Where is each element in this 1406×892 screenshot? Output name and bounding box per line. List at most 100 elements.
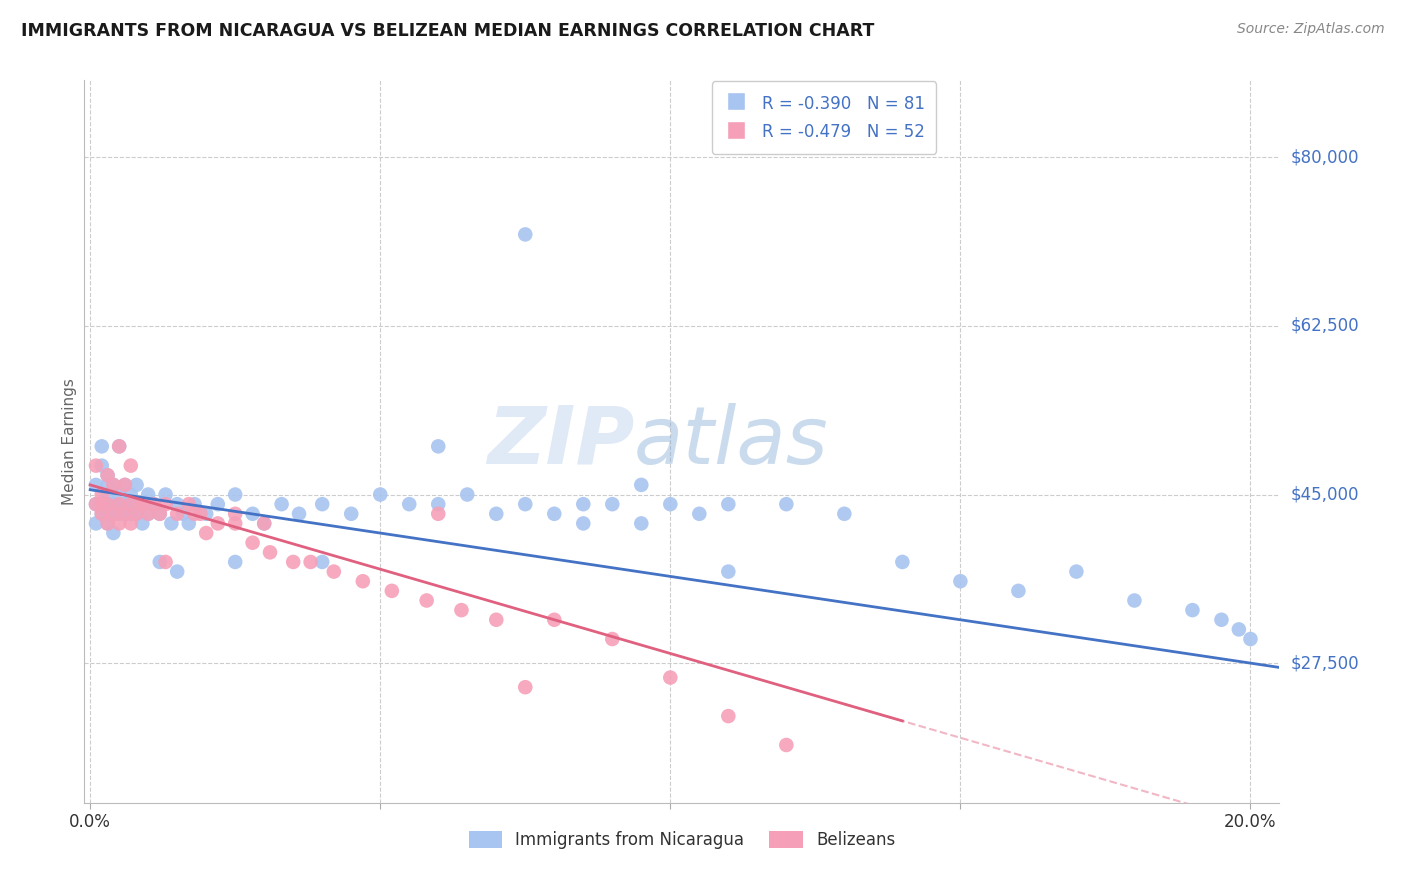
Point [155, 487, 177, 501]
Point [427, 497, 450, 511]
Point [131, 516, 153, 531]
Point [195, 507, 218, 521]
Point [659, 671, 682, 685]
Text: $27,500: $27,500 [1291, 654, 1360, 672]
Point [120, 497, 142, 511]
Point [572, 516, 595, 531]
Point [84, 458, 107, 473]
Point [84, 497, 107, 511]
Point [90, 439, 112, 453]
Point [114, 478, 136, 492]
Point [114, 507, 136, 521]
Point [108, 487, 131, 501]
Point [299, 555, 322, 569]
Point [103, 507, 125, 521]
Point [120, 507, 142, 521]
Text: IMMIGRANTS FROM NICARAGUA VS BELIZEAN MEDIAN EARNINGS CORRELATION CHART: IMMIGRANTS FROM NICARAGUA VS BELIZEAN ME… [21, 22, 875, 40]
Point [543, 507, 565, 521]
Point [450, 603, 472, 617]
Point [949, 574, 972, 589]
Point [172, 507, 194, 521]
Point [84, 497, 107, 511]
Point [600, 497, 623, 511]
Point [485, 613, 508, 627]
Point [155, 497, 177, 511]
Point [120, 497, 142, 511]
Point [253, 516, 276, 531]
Point [1181, 603, 1204, 617]
Point [177, 497, 200, 511]
Point [688, 507, 710, 521]
Point [108, 516, 131, 531]
Point [108, 507, 131, 521]
Point [90, 507, 112, 521]
Point [114, 497, 136, 511]
Point [183, 507, 205, 521]
Point [125, 507, 148, 521]
Point [108, 497, 131, 511]
Point [381, 583, 404, 598]
Point [207, 516, 229, 531]
Point [515, 227, 537, 242]
Point [131, 497, 153, 511]
Point [166, 497, 188, 511]
Point [515, 680, 537, 694]
Point [224, 555, 246, 569]
Point [1211, 613, 1233, 627]
Point [97, 468, 120, 483]
Point [1123, 593, 1146, 607]
Point [398, 497, 420, 511]
Y-axis label: Median Earnings: Median Earnings [62, 378, 77, 505]
Point [97, 507, 120, 521]
Point [155, 555, 177, 569]
Point [103, 526, 125, 541]
Point [143, 497, 166, 511]
Point [515, 497, 537, 511]
Point [108, 439, 131, 453]
Point [177, 516, 200, 531]
Point [103, 478, 125, 492]
Point [190, 507, 212, 521]
Point [600, 632, 623, 646]
Point [891, 555, 914, 569]
Text: $45,000: $45,000 [1291, 485, 1360, 503]
Point [543, 613, 565, 627]
Point [242, 535, 264, 549]
Legend: Immigrants from Nicaragua, Belizeans: Immigrants from Nicaragua, Belizeans [463, 824, 901, 856]
Point [136, 487, 159, 501]
Point [120, 458, 142, 473]
Point [183, 497, 205, 511]
Text: $80,000: $80,000 [1291, 148, 1360, 166]
Point [207, 497, 229, 511]
Point [90, 507, 112, 521]
Point [90, 487, 112, 501]
Point [1066, 565, 1088, 579]
Point [270, 497, 292, 511]
Point [120, 487, 142, 501]
Point [427, 439, 450, 453]
Point [97, 478, 120, 492]
Point [253, 516, 276, 531]
Text: Source: ZipAtlas.com: Source: ZipAtlas.com [1237, 22, 1385, 37]
Point [572, 497, 595, 511]
Point [322, 565, 344, 579]
Point [224, 487, 246, 501]
Point [108, 439, 131, 453]
Point [103, 497, 125, 511]
Point [427, 507, 450, 521]
Point [143, 497, 166, 511]
Point [108, 497, 131, 511]
Point [259, 545, 281, 559]
Point [242, 507, 264, 521]
Point [97, 497, 120, 511]
Point [90, 497, 112, 511]
Point [84, 516, 107, 531]
Point [1007, 583, 1029, 598]
Point [340, 507, 363, 521]
Point [1227, 623, 1250, 637]
Point [160, 516, 183, 531]
Point [131, 497, 153, 511]
Point [717, 497, 740, 511]
Point [125, 507, 148, 521]
Point [630, 516, 652, 531]
